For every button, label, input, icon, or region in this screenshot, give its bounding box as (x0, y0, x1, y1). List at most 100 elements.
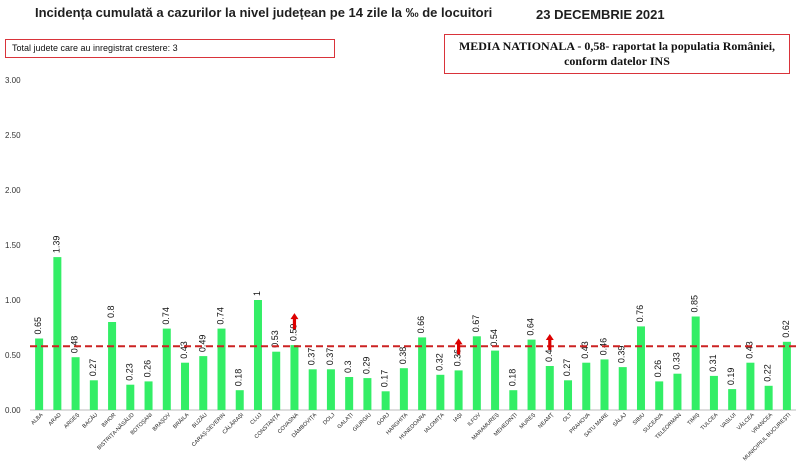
bar-value-label: 0.18 (234, 369, 244, 387)
bar (454, 370, 463, 410)
bar-value-label: 1.39 (51, 236, 61, 254)
y-tick-label: 2.50 (5, 131, 21, 140)
bar (326, 369, 335, 410)
bar-value-label: 0.33 (671, 352, 681, 370)
bar-value-label: 0.4 (544, 349, 554, 362)
bar (655, 381, 664, 410)
category-label: BUZĂU (191, 411, 209, 429)
bar (691, 316, 700, 410)
bar (253, 300, 262, 410)
bar (199, 356, 208, 410)
bar (509, 390, 518, 410)
bar (418, 337, 427, 410)
bar (618, 367, 627, 410)
bar-value-label: 0.76 (635, 305, 645, 323)
category-label: BIHOR (101, 412, 118, 429)
bar-value-label: 0.74 (161, 307, 171, 325)
category-label: ARAD (48, 412, 63, 427)
bar-value-label: 0.36 (453, 349, 463, 367)
bar-value-label: 0.64 (526, 318, 536, 336)
category-label: ALBA (30, 412, 44, 426)
y-tick-label: 3.00 (5, 76, 21, 85)
bar (108, 322, 117, 410)
bar-value-label: 0.54 (489, 329, 499, 347)
chart-date: 23 DECEMBRIE 2021 (536, 7, 665, 22)
bar (399, 368, 408, 410)
bar-value-label: 0.43 (744, 341, 754, 359)
bar-value-label: 0.22 (763, 364, 773, 382)
bar-value-label: 0.66 (416, 316, 426, 334)
y-tick-label: 2.00 (5, 186, 21, 195)
category-label: TULCEA (700, 412, 720, 432)
increase-arrow-icon (545, 334, 554, 350)
bar-value-label: 0.74 (216, 307, 226, 325)
bar (126, 384, 135, 410)
national-average-line2: conform datelor INS (564, 54, 670, 68)
increase-count-box: Total judete care au inregistrat crester… (5, 39, 335, 58)
bar-value-label: 0.67 (471, 315, 481, 333)
bar-value-label: 0.48 (70, 336, 80, 354)
bar (746, 362, 755, 410)
increase-arrow-icon (290, 313, 299, 330)
category-label: BRAȘOV (152, 412, 173, 433)
bar (436, 374, 445, 410)
bar (308, 369, 317, 410)
category-label: ILFOV (467, 412, 483, 428)
bar (728, 389, 737, 410)
bar (600, 359, 609, 410)
bar-value-label: 0.53 (270, 330, 280, 348)
bar (582, 362, 591, 410)
bar (709, 375, 718, 410)
bar-value-label: 0.49 (197, 335, 207, 353)
bar-value-label: 0.29 (361, 357, 371, 375)
bar-value-label: 0.31 (708, 354, 718, 372)
bar-value-label: 0.43 (580, 341, 590, 359)
bar-value-label: 0.85 (690, 295, 700, 313)
category-label: CLUJ (249, 412, 263, 426)
category-label: TIMIȘ (686, 412, 701, 427)
bar (673, 373, 682, 410)
bar-value-label: 0.59 (288, 324, 298, 342)
category-label: BACĂU (81, 411, 99, 429)
bar (290, 345, 299, 410)
bar-value-label: 0.65 (33, 317, 43, 335)
bar (144, 381, 153, 410)
bar (472, 336, 481, 410)
bar (35, 338, 44, 410)
bar-value-label: 0.17 (380, 370, 390, 388)
category-label: BRĂILA (172, 411, 191, 430)
bar-value-label: 0.32 (434, 353, 444, 371)
y-tick-label: 0.50 (5, 351, 21, 360)
bar-value-label: 0.26 (143, 360, 153, 378)
bar (162, 328, 171, 410)
bar (782, 341, 791, 410)
category-label: IALOMIȚA (423, 412, 446, 435)
category-label: MUREȘ (519, 412, 538, 431)
national-average-box: MEDIA NATIONALA - 0,58- raportat la popu… (444, 34, 790, 74)
bar (181, 362, 190, 410)
chart-title: Incidența cumulată a cazurilor la nivel … (35, 5, 493, 20)
bar-value-label: 0.3 (343, 360, 353, 373)
bar (491, 350, 500, 410)
bar (764, 385, 773, 410)
bar (545, 366, 554, 410)
category-label: OLT (562, 412, 574, 424)
bar (636, 326, 645, 410)
bar (71, 357, 80, 410)
category-label: DOLJ (322, 412, 336, 426)
y-tick-label: 0.00 (5, 406, 21, 415)
bar-value-label: 0.37 (307, 348, 317, 366)
category-label: IAȘI (452, 412, 464, 424)
bar (527, 339, 536, 410)
category-label: NEAMȚ (537, 412, 555, 430)
bar-value-label: 0.37 (325, 348, 335, 366)
increase-arrow-icon (454, 338, 463, 355)
bar-value-label: 0.18 (507, 369, 517, 387)
bar-value-label: 0.62 (781, 320, 791, 338)
bar-value-label: 1 (252, 291, 262, 296)
bar-value-label: 0.26 (653, 360, 663, 378)
category-label: GORJ (376, 412, 391, 427)
bar (217, 328, 226, 410)
bar (363, 378, 372, 410)
